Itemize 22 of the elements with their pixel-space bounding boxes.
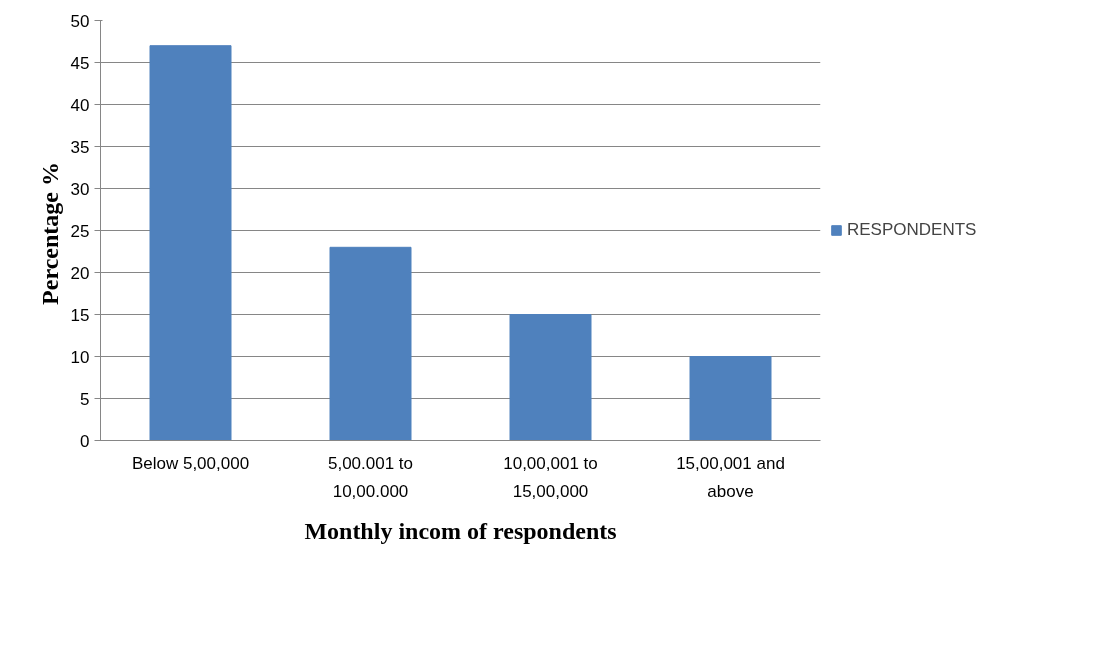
y-tick-label: 45 — [70, 53, 90, 73]
bar — [509, 314, 592, 441]
y-tick-label: 30 — [70, 179, 90, 199]
y-tick-label: 40 — [70, 95, 90, 115]
x-tick-label: 10,00,001 to 15,00,000 — [503, 453, 598, 502]
y-tick-label: 50 — [70, 11, 90, 31]
legend-label: RESPONDENTS — [847, 220, 977, 240]
x-axis-title: Monthly incom of respondents — [304, 517, 617, 544]
y-tick-label: 15 — [70, 305, 90, 325]
y-tick-label: 20 — [70, 263, 90, 283]
bar — [329, 246, 412, 441]
y-axis-title: Percentage % — [36, 162, 63, 305]
bar — [149, 45, 232, 441]
bar — [689, 356, 772, 441]
y-tick-label: 5 — [80, 389, 90, 409]
x-tick-label: 15,00,001 and above — [676, 453, 785, 502]
x-tick-label: 5,00.001 to 10,00.000 — [327, 453, 414, 502]
y-tick-label: 25 — [70, 221, 90, 241]
x-tick-label: Below 5,00,000 — [131, 453, 250, 473]
y-tick-label: 0 — [80, 431, 90, 451]
y-tick-label: 35 — [70, 137, 90, 157]
y-tick-label: 10 — [70, 347, 90, 367]
